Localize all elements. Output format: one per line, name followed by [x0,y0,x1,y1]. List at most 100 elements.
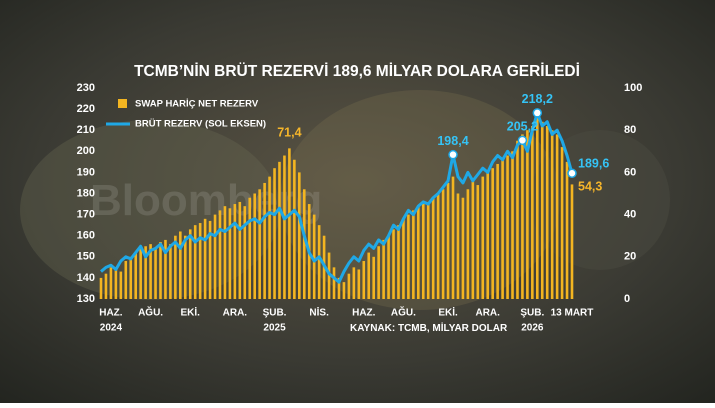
y-tick-label: 140 [77,272,95,284]
bar [302,189,306,299]
line [100,111,574,284]
bar [436,193,440,299]
chart-title: TCMB’NİN BRÜT REZERVİ 189,6 MİLYAR DOLAR… [134,63,580,80]
bar [139,248,142,299]
y-tick-label: 230 [77,82,95,94]
bar [382,239,385,299]
photo-shape [530,130,670,270]
bar [332,267,336,299]
bar [213,214,217,299]
bar [521,134,524,299]
bar [124,261,128,299]
data-label: 71,4 [277,126,301,140]
bar [233,204,237,299]
bar [466,189,470,299]
x-tick-label: ARA. [223,308,248,319]
y-tick-label: 170 [77,209,95,221]
bar [109,267,113,299]
bar [377,246,380,299]
bar [506,155,509,299]
bar [169,244,172,299]
bar [441,189,445,299]
bar [431,197,435,299]
bar [193,225,197,299]
bar [164,239,167,299]
bar [491,168,494,299]
bar [183,235,187,299]
bar [342,282,346,299]
bar [357,269,361,299]
y-tick-label: 200 [77,145,95,157]
x-tick-label: EKİ. [438,306,458,319]
bar [516,140,519,299]
bar [203,218,207,299]
bar [496,163,499,299]
bar [372,256,375,299]
bar [104,273,108,299]
bar [392,229,395,299]
x-tick-label: ŞUB. [263,308,287,319]
y2-tick-label: 40 [624,209,636,221]
bar [565,161,569,299]
bar [545,125,549,299]
bar [511,151,514,299]
bar [535,113,539,299]
bar [263,182,266,299]
bar [526,130,529,299]
legend-swatch-bar [118,99,127,108]
bar [144,246,147,299]
bar [402,218,405,299]
x-year-label: 2024 [100,323,123,334]
bar [174,235,177,299]
y-tick-label: 210 [77,124,95,136]
x-tick-label: HAZ. [99,308,123,319]
y-tick-label: 130 [77,293,95,305]
bar [560,147,564,299]
y2-tick-label: 80 [624,124,636,136]
bar [471,180,475,299]
bar [421,201,425,299]
bar [238,201,242,299]
bar [387,235,390,299]
bar [417,206,420,299]
bar [273,168,276,299]
x-tick-label: ARA. [475,308,500,319]
bar [426,204,430,299]
bar [397,225,400,299]
bar [347,273,351,299]
bar [550,130,554,299]
bar [179,231,182,299]
y2-tick-label: 20 [624,251,636,263]
x-year-label: 2026 [521,323,544,334]
data-label: 189,6 [578,157,609,171]
bar [501,159,504,299]
x-tick-label: EKİ. [181,306,201,319]
bar [253,193,256,299]
bar [129,256,133,299]
bar [114,269,118,299]
bar [99,277,103,299]
bar [412,210,415,299]
bar [317,225,321,299]
bar [218,210,222,299]
bar [188,229,192,299]
bar [446,182,450,299]
data-label: 54,3 [578,180,602,194]
y-tick-label: 190 [77,166,95,178]
x-tick-label: HAZ. [352,308,376,319]
bar [159,242,162,299]
point-marker [532,108,543,118]
x-tick-label: 13 MART [551,308,594,319]
bar [352,267,356,299]
point-marker [567,168,577,178]
data-label: 218,2 [522,92,553,106]
data-label: 205,2 [507,120,538,134]
x-year-label: 2025 [263,323,286,334]
x-tick-label: AĞU. [391,306,416,319]
bar [243,206,247,299]
bar [134,252,138,299]
y-tick-label: 150 [77,251,95,263]
bar [555,134,559,299]
